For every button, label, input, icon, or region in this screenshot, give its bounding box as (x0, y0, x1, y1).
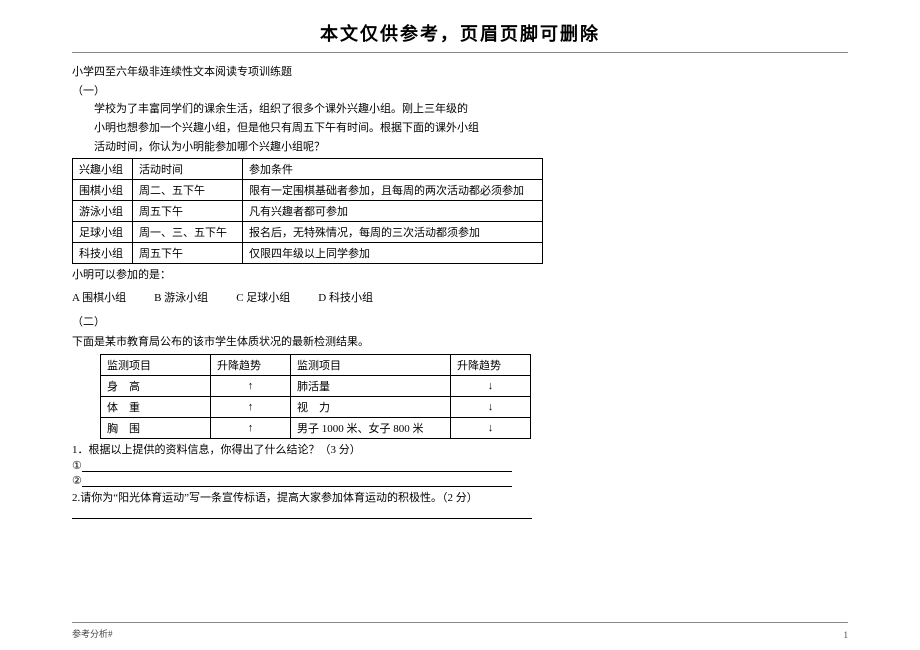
table-header-cell: 监测项目 (101, 354, 211, 375)
table-header-cell: 升降趋势 (211, 354, 291, 375)
table-row: 胸 围↑男子 1000 米、女子 800 米↓ (101, 417, 531, 438)
table-cell: 报名后，无特殊情况，每周的三次活动都须参加 (243, 222, 543, 243)
table-cell: 胸 围 (101, 417, 211, 438)
sec2-q1: 1．根据以上提供的资料信息，你得出了什么结论？（3 分） (72, 441, 848, 457)
table-cell: ↑ (211, 396, 291, 417)
table-cell: 凡有兴趣者都可参加 (243, 201, 543, 222)
table-cell: 限有一定围棋基础者参加，且每周的两次活动都必须参加 (243, 180, 543, 201)
interest-group-table: 兴趣小组活动时间参加条件围棋小组周二、五下午限有一定围棋基础者参加，且每周的两次… (72, 158, 543, 264)
blank-label-1: ① (72, 460, 82, 472)
header-divider (72, 52, 848, 53)
section-2-num: （二） (72, 313, 848, 329)
section-1-num: （一） (72, 82, 848, 101)
table-cell: 周一、三、五下午 (133, 222, 243, 243)
table-cell: ↑ (211, 375, 291, 396)
table-row: 身 高↑肺活量↓ (101, 375, 531, 396)
table-header-cell: 活动时间 (133, 159, 243, 180)
header-note: 本文仅供参考，页眉页脚可删除 (72, 20, 848, 46)
table-cell: ↓ (451, 375, 531, 396)
table-cell: ↓ (451, 396, 531, 417)
table-row: 围棋小组周二、五下午限有一定围棋基础者参加，且每周的两次活动都必须参加 (73, 180, 543, 201)
page-footer: 参考分析# 1 (72, 618, 848, 641)
table-cell: ↑ (211, 417, 291, 438)
blank-label-2: ② (72, 475, 82, 487)
sec1-choices: A 围棋小组 B 游泳小组 C 足球小组 D 科技小组 (72, 289, 848, 305)
table-cell: 游泳小组 (73, 201, 133, 222)
sec1-stem: 小明可以参加的是： (72, 266, 848, 285)
table-cell: 仅限四年级以上同学参加 (243, 243, 543, 264)
sec1-p3: 活动时间，你认为小明能参加哪个兴趣小组呢？ (72, 138, 848, 157)
footer-page-number: 1 (844, 630, 849, 640)
table-row: 游泳小组周五下午凡有兴趣者都可参加 (73, 201, 543, 222)
table-cell: 足球小组 (73, 222, 133, 243)
sec1-p1: 学校为了丰富同学们的课余生活，组织了很多个课外兴趣小组。刚上三年级的 (72, 100, 848, 119)
table-cell: 科技小组 (73, 243, 133, 264)
table-cell: 视 力 (291, 396, 451, 417)
sec2-q1-blank2: ② (72, 474, 848, 487)
table-row: 体 重↑视 力↓ (101, 396, 531, 417)
fill-line (72, 507, 532, 519)
sec2-intro: 下面是某市教育局公布的该市学生体质状况的最新检测结果。 (72, 333, 848, 352)
sec2-q1-blank1: ① (72, 459, 848, 472)
choice-option: A 围棋小组 (72, 292, 126, 304)
table-header-cell: 升降趋势 (451, 354, 531, 375)
table-cell: 体 重 (101, 396, 211, 417)
fitness-table: 监测项目升降趋势监测项目升降趋势身 高↑肺活量↓体 重↑视 力↓胸 围↑男子 1… (100, 354, 531, 439)
sec2-q2-blank (72, 507, 848, 519)
footer-divider (72, 622, 848, 623)
sec1-p2: 小明也想参加一个兴趣小组，但是他只有周五下午有时间。根据下面的课外小组 (72, 119, 848, 138)
doc-title: 小学四至六年级非连续性文本阅读专项训练题 (72, 63, 848, 82)
fill-line (82, 475, 512, 487)
table-cell: 围棋小组 (73, 180, 133, 201)
fill-line (82, 460, 512, 472)
table-row: 足球小组周一、三、五下午报名后，无特殊情况，每周的三次活动都须参加 (73, 222, 543, 243)
table-cell: ↓ (451, 417, 531, 438)
table-header-cell: 兴趣小组 (73, 159, 133, 180)
table-header-cell: 监测项目 (291, 354, 451, 375)
table-cell: 身 高 (101, 375, 211, 396)
sec2-q2: 2.请你为“阳光体育运动”写一条宣传标语，提高大家参加体育运动的积极性。（2 分… (72, 489, 848, 505)
table-cell: 周五下午 (133, 201, 243, 222)
choice-option: D 科技小组 (318, 292, 373, 304)
choice-option: C 足球小组 (236, 292, 290, 304)
table-cell: 肺活量 (291, 375, 451, 396)
choice-option: B 游泳小组 (154, 292, 208, 304)
table-cell: 周五下午 (133, 243, 243, 264)
table-row: 科技小组周五下午仅限四年级以上同学参加 (73, 243, 543, 264)
table-cell: 周二、五下午 (133, 180, 243, 201)
footer-left-text: 参考分析# (72, 629, 113, 639)
table-cell: 男子 1000 米、女子 800 米 (291, 417, 451, 438)
table-header-cell: 参加条件 (243, 159, 543, 180)
